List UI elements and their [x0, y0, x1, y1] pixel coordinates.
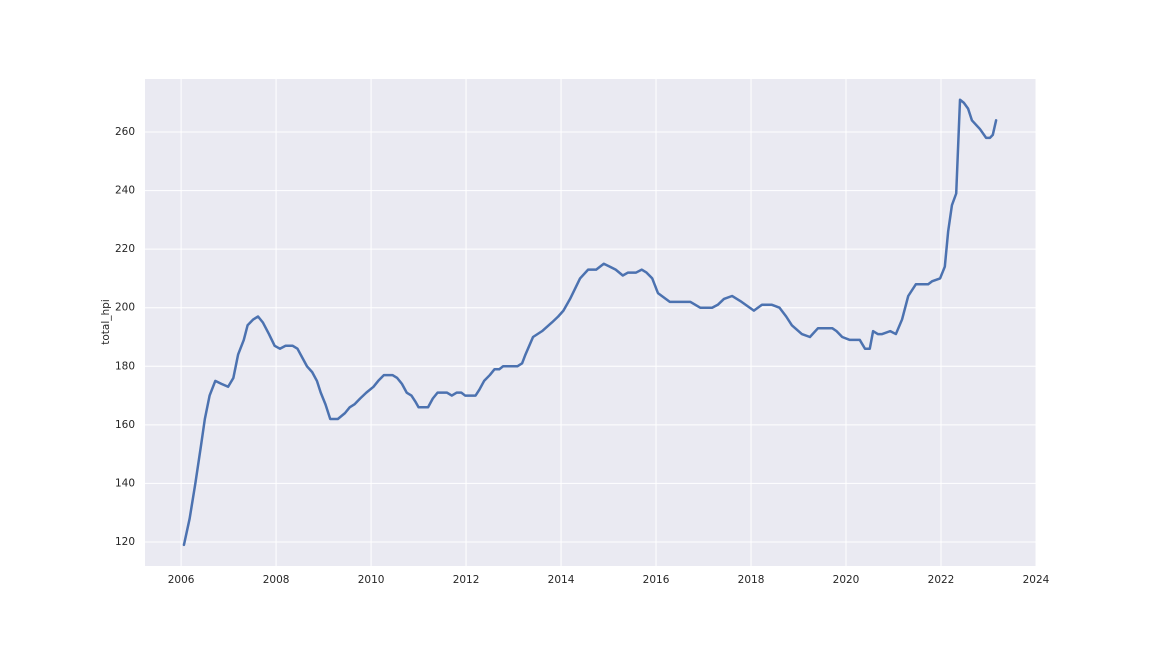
y-tick-label: 260	[115, 126, 135, 138]
x-tick-label: 2012	[453, 574, 480, 586]
y-tick-label: 220	[115, 243, 135, 255]
x-tick-label: 2022	[928, 574, 955, 586]
y-tick-label: 120	[115, 536, 135, 548]
y-tick-label: 240	[115, 185, 135, 197]
y-tick-label: 140	[115, 477, 135, 489]
y-tick-label: 180	[115, 360, 135, 372]
x-tick-label: 2018	[738, 574, 765, 586]
x-tick-label: 2016	[643, 574, 670, 586]
x-tick-label: 2020	[833, 574, 860, 586]
y-axis-label: total_hpi	[100, 299, 112, 345]
x-tick-label: 2008	[263, 574, 290, 586]
y-tick-label: 160	[115, 419, 135, 431]
data-line	[182, 98, 998, 547]
plot-area	[145, 79, 1036, 566]
x-tick-label: 2024	[1023, 574, 1050, 586]
x-tick-label: 2010	[358, 574, 385, 586]
y-tick-label: 200	[115, 302, 135, 314]
x-tick-label: 2006	[168, 574, 195, 586]
x-tick-label: 2014	[548, 574, 575, 586]
